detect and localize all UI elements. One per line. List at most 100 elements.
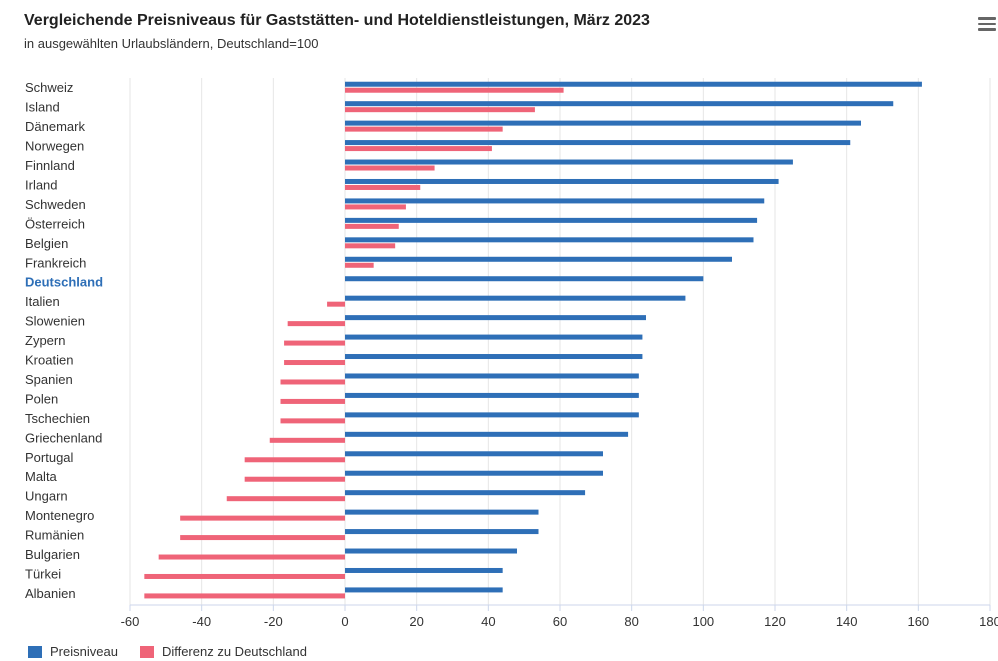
x-tick-label: 100: [692, 614, 714, 629]
category-label: Österreich: [25, 216, 85, 231]
bar-preisniveau: [345, 412, 639, 418]
legend-item-differenz[interactable]: Differenz zu Deutschland: [139, 644, 307, 659]
legend-swatch-preisniveau: [28, 645, 42, 658]
x-tick-label: 160: [907, 614, 929, 629]
hamburger-menu-icon[interactable]: [976, 14, 998, 34]
bar-preisniveau: [345, 237, 754, 243]
bar-differenz: [269, 437, 345, 443]
bar-differenz: [345, 107, 535, 113]
bar-preisniveau: [345, 587, 503, 593]
category-label: Montenegro: [25, 508, 94, 523]
bar-preisniveau: [345, 373, 639, 379]
category-label: Rumänien: [25, 528, 84, 543]
chart-subtitle: in ausgewählten Urlaubsländern, Deutschl…: [24, 36, 319, 51]
bar-preisniveau: [345, 120, 861, 126]
bar-preisniveau: [345, 101, 894, 107]
bar-preisniveau: [345, 178, 779, 184]
chart-title: Vergleichende Preisniveaus für Gaststätt…: [24, 12, 650, 29]
legend-label-differenz: Differenz zu Deutschland: [161, 644, 307, 659]
bar-differenz: [345, 262, 374, 268]
bar-preisniveau: [345, 315, 646, 321]
bar-differenz: [244, 457, 345, 463]
category-label: Schweiz: [25, 80, 73, 95]
legend-item-preisniveau[interactable]: Preisniveau: [28, 644, 118, 659]
bar-differenz: [345, 223, 399, 229]
bar-differenz: [327, 301, 345, 307]
bar-preisniveau: [345, 567, 503, 573]
bar-differenz: [345, 146, 492, 152]
x-tick-label: 180: [979, 614, 998, 629]
bar-differenz: [284, 360, 345, 366]
bar-preisniveau: [345, 256, 732, 262]
legend-label-preisniveau: Preisniveau: [50, 644, 118, 659]
category-label: Slowenien: [25, 314, 85, 329]
bar-preisniveau: [345, 334, 643, 340]
bar-differenz: [280, 418, 345, 424]
bar-preisniveau: [345, 198, 765, 204]
bar-differenz: [345, 243, 396, 249]
bar-differenz: [345, 204, 406, 210]
bar-preisniveau: [345, 276, 704, 282]
category-label: Finnland: [25, 158, 75, 173]
x-tick-label: 60: [553, 614, 567, 629]
bar-differenz: [144, 573, 345, 579]
bar-differenz: [158, 554, 345, 560]
menu-line: [978, 22, 996, 25]
category-label: Italien: [25, 294, 60, 309]
x-tick-label: -40: [192, 614, 211, 629]
bar-differenz: [345, 87, 564, 93]
bar-differenz: [280, 398, 345, 404]
category-label: Zypern: [25, 333, 65, 348]
bar-preisniveau: [345, 295, 686, 301]
bar-preisniveau: [345, 529, 539, 535]
bar-differenz: [345, 165, 435, 171]
bar-differenz: [180, 515, 345, 521]
x-tick-label: 40: [481, 614, 495, 629]
category-label: Irland: [25, 177, 58, 192]
bar-differenz: [180, 535, 345, 541]
x-tick-label: 140: [836, 614, 858, 629]
category-label: Deutschland: [25, 275, 103, 290]
menu-line: [978, 17, 996, 20]
category-label: Türkei: [25, 566, 61, 581]
category-label: Tschechien: [25, 411, 90, 426]
category-label: Frankreich: [25, 255, 86, 270]
category-label: Dänemark: [25, 119, 85, 134]
legend-swatch-differenz: [139, 645, 154, 658]
x-tick-label: 20: [409, 614, 423, 629]
bar-preisniveau: [345, 81, 922, 87]
category-label: Malta: [25, 469, 58, 484]
bar-preisniveau: [345, 470, 603, 476]
bar-preisniveau: [345, 548, 517, 554]
bar-preisniveau: [345, 354, 643, 360]
category-label: Polen: [25, 391, 58, 406]
bar-preisniveau: [345, 217, 758, 223]
bar-differenz: [284, 340, 345, 346]
bar-preisniveau: [345, 490, 586, 496]
bar-preisniveau: [345, 509, 539, 515]
category-label: Albanien: [25, 586, 76, 601]
x-tick-label: 0: [341, 614, 348, 629]
category-label: Bulgarien: [25, 547, 80, 562]
bar-differenz: [345, 184, 421, 190]
bar-differenz: [345, 126, 503, 132]
bar-differenz: [287, 321, 345, 327]
category-label: Schweden: [25, 197, 86, 212]
x-tick-label: 120: [764, 614, 786, 629]
category-label: Ungarn: [25, 489, 68, 504]
x-tick-label: -60: [121, 614, 140, 629]
x-tick-label: -20: [264, 614, 283, 629]
bar-preisniveau: [345, 392, 639, 398]
bar-differenz: [144, 593, 345, 599]
bar-preisniveau: [345, 140, 851, 146]
category-label: Griechenland: [25, 430, 102, 445]
x-tick-label: 80: [624, 614, 638, 629]
legend: Preisniveau Differenz zu Deutschland: [28, 644, 329, 659]
bar-differenz: [226, 496, 345, 502]
menu-line: [978, 28, 996, 31]
category-label: Belgien: [25, 236, 68, 251]
bar-preisniveau: [345, 451, 603, 457]
category-label: Island: [25, 100, 60, 115]
bar-preisniveau: [345, 159, 793, 165]
